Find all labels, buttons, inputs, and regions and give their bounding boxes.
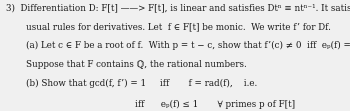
Text: (b) Show that gcd(f, f’) = 1     iff       f = rad(f),    i.e.: (b) Show that gcd(f, f’) = 1 iff f = rad… bbox=[26, 79, 258, 88]
Text: iff      eₚ(f) ≤ 1       ∀ primes p of F[t]: iff eₚ(f) ≤ 1 ∀ primes p of F[t] bbox=[135, 100, 295, 109]
Text: Suppose that F contains ℚ, the rational numbers.: Suppose that F contains ℚ, the rational … bbox=[26, 60, 247, 69]
Text: (a) Let c ∈ F be a root of f.  With p = t − c, show that f’(c) ≠ 0  iff  eₚ(f) =: (a) Let c ∈ F be a root of f. With p = t… bbox=[26, 41, 350, 50]
Text: usual rules for derivatives. Let  f ∈ F[t] be monic.  We write f’ for Df.: usual rules for derivatives. Let f ∈ F[t… bbox=[26, 22, 331, 31]
Text: 3)  Differentiation D: F[t] ——> F[t], is linear and satisfies Dtⁿ ≡ ntⁿ⁻¹. It sa: 3) Differentiation D: F[t] ——> F[t], is … bbox=[6, 3, 350, 12]
